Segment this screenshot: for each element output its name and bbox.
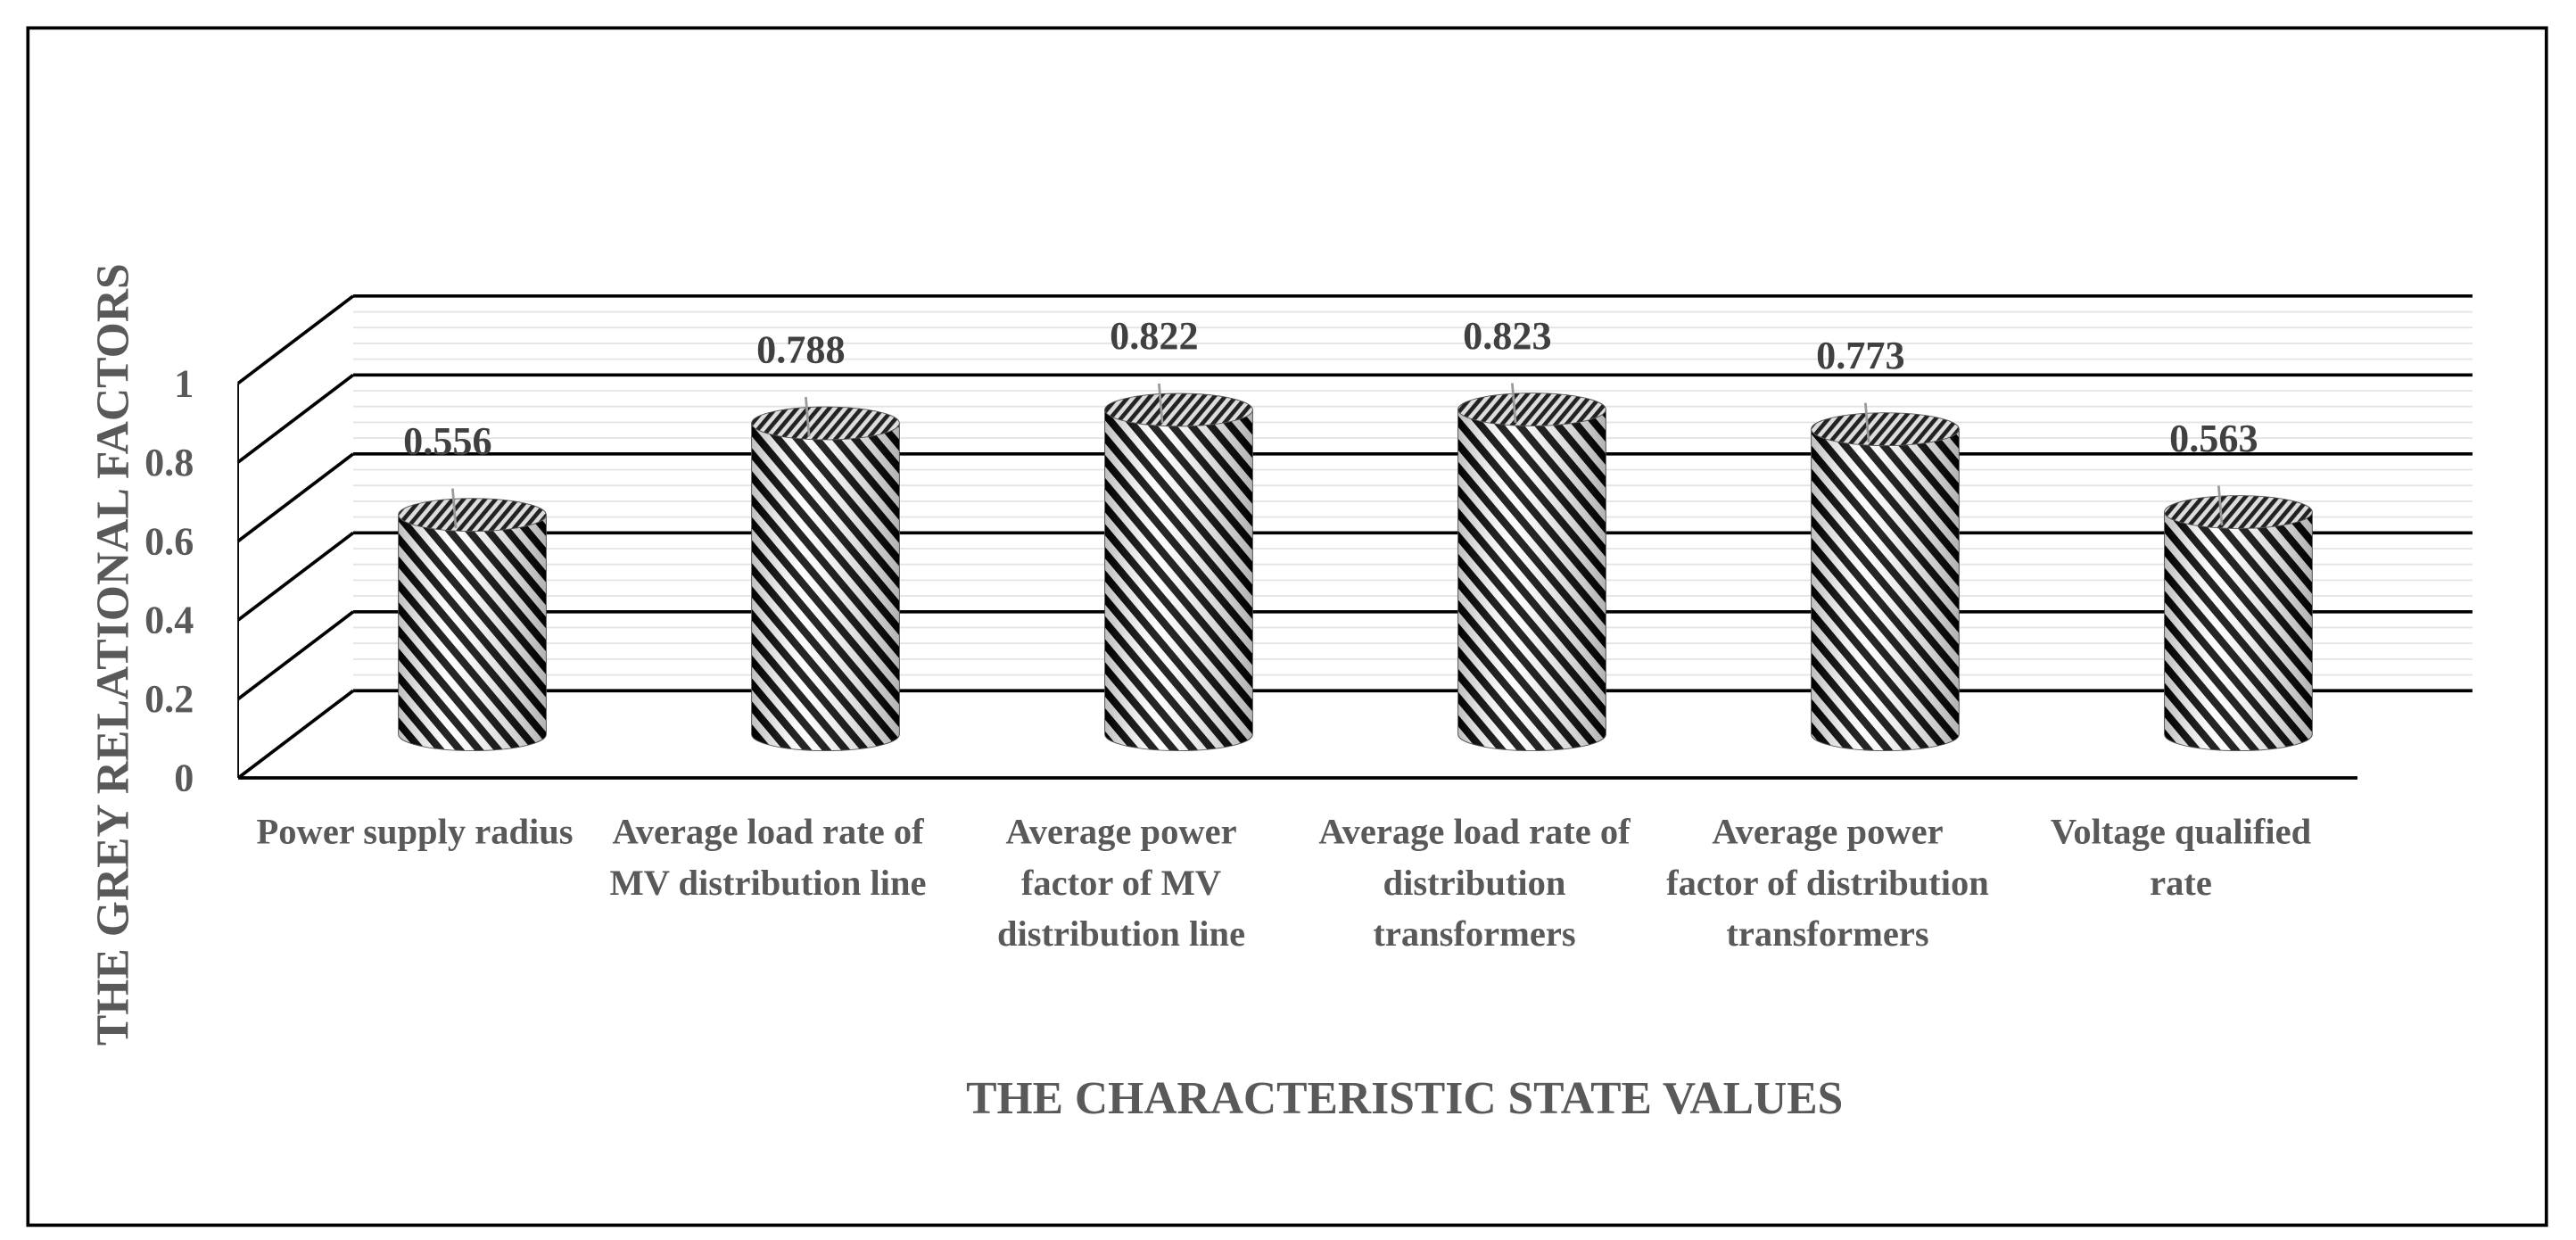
grid-line-side [236, 452, 355, 542]
bar-group [1104, 393, 1253, 752]
data-label: 0.788 [756, 327, 845, 371]
leader-line [451, 488, 458, 528]
y-tick-label: 1 [174, 361, 194, 405]
grid-line-side [236, 373, 355, 464]
bar-top [398, 498, 547, 533]
y-axis-title: THE GREY RELATIONAL FACTORS [88, 263, 139, 1046]
bar-group [751, 406, 900, 752]
bar-top [751, 406, 900, 441]
bar-shade [398, 515, 547, 751]
data-label: 0.563 [2169, 417, 2258, 460]
grid-line-side [236, 689, 355, 780]
bar-shade [1811, 429, 1960, 751]
leader-line [1158, 383, 1164, 424]
data-label: 0.823 [1463, 314, 1551, 358]
x-tick-label: Voltage qualified rate [2050, 810, 2312, 904]
bar-group [1457, 393, 1606, 752]
bar-group [2164, 495, 2313, 752]
bar-shade [751, 423, 900, 751]
leader-line [805, 396, 811, 437]
bar-top [1104, 393, 1253, 427]
frame [26, 26, 2548, 1228]
bar-group [398, 498, 547, 752]
y-tick-label: 0.8 [144, 441, 194, 484]
x-tick-label: Average load rate of distribution transf… [1318, 810, 1631, 955]
bar-shade [1104, 409, 1253, 751]
grid-line-side [236, 294, 355, 385]
x-tick-label: Average power factor of distribution tra… [1666, 810, 1989, 955]
leader-line [1511, 383, 1517, 423]
y-tick-label: 0.2 [144, 677, 194, 721]
grid-line-side [236, 531, 355, 622]
y-tick-label: 0.6 [144, 519, 194, 563]
bar-top [2164, 495, 2313, 529]
data-label: 0.556 [403, 419, 491, 463]
data-label: 0.822 [1110, 314, 1198, 358]
x-tick-label: Power supply radius [256, 810, 574, 852]
x-tick-label: Average load rate of MV distribution lin… [609, 810, 927, 904]
grid-line-side [236, 610, 355, 700]
leader-line [2217, 485, 2224, 525]
data-label: 0.773 [1816, 334, 1904, 377]
x-tick-label: Average power factor of MV distribution … [996, 810, 1246, 955]
bar-top [1811, 412, 1960, 447]
bar-top [1457, 393, 1606, 426]
bar-group [1811, 412, 1960, 752]
bar-shade [1457, 409, 1606, 751]
x-axis-title: THE CHARACTERISTIC STATE VALUES [966, 1073, 1843, 1124]
bar-shade [2164, 512, 2313, 751]
leader-line [1863, 402, 1870, 442]
y-tick-label: 0 [174, 756, 194, 800]
y-tick-label: 0.4 [144, 599, 194, 642]
